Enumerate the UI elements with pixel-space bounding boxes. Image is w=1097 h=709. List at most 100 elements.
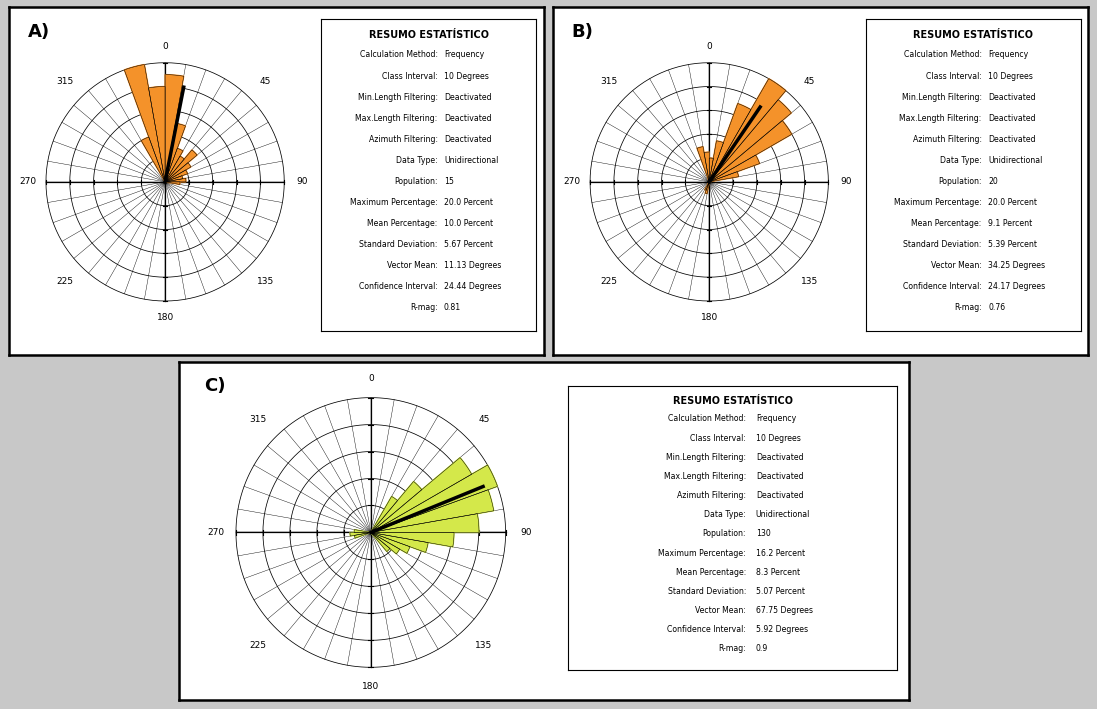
Text: 0: 0 [706, 42, 712, 50]
Polygon shape [148, 86, 166, 182]
Text: Maximum Percentage:: Maximum Percentage: [350, 198, 438, 207]
Text: 34.25 Degrees: 34.25 Degrees [988, 261, 1045, 270]
Text: 20.0 Percent: 20.0 Percent [988, 198, 1037, 207]
Text: 15: 15 [444, 177, 454, 186]
Text: Confidence Interval:: Confidence Interval: [359, 282, 438, 291]
Text: 24.17 Degrees: 24.17 Degrees [988, 282, 1045, 291]
Text: Maximum Percentage:: Maximum Percentage: [658, 549, 746, 557]
Text: 135: 135 [475, 641, 493, 650]
Text: 180: 180 [701, 313, 717, 322]
Polygon shape [166, 74, 183, 182]
Text: Mean Percentage:: Mean Percentage: [676, 568, 746, 577]
Polygon shape [166, 123, 185, 182]
Text: Standard Deviation:: Standard Deviation: [903, 240, 982, 249]
Text: Deactivated: Deactivated [444, 135, 491, 144]
Text: Confidence Interval:: Confidence Interval: [667, 625, 746, 635]
Text: Data Type:: Data Type: [704, 510, 746, 519]
Text: Standard Deviation:: Standard Deviation: [359, 240, 438, 249]
Text: 0.81: 0.81 [444, 303, 461, 313]
Text: Calculation Method:: Calculation Method: [668, 415, 746, 423]
Text: Deactivated: Deactivated [444, 113, 491, 123]
Text: Standard Deviation:: Standard Deviation: [668, 587, 746, 596]
Text: 180: 180 [157, 313, 173, 322]
Text: 10 Degrees: 10 Degrees [444, 72, 489, 81]
Polygon shape [371, 496, 397, 532]
Polygon shape [709, 158, 713, 182]
Text: Data Type:: Data Type: [940, 156, 982, 165]
Polygon shape [709, 155, 759, 182]
Text: 10 Degrees: 10 Degrees [756, 434, 801, 442]
Text: 90: 90 [520, 528, 532, 537]
Polygon shape [354, 532, 371, 538]
Text: Vector Mean:: Vector Mean: [930, 261, 982, 270]
Polygon shape [371, 532, 428, 552]
Text: 135: 135 [257, 277, 274, 286]
Text: 90: 90 [840, 177, 852, 186]
Text: 9.1 Percent: 9.1 Percent [988, 219, 1032, 228]
Text: Max.Length Filtering:: Max.Length Filtering: [664, 472, 746, 481]
Polygon shape [704, 152, 709, 182]
Text: 16.2 Percent: 16.2 Percent [756, 549, 805, 557]
Text: 45: 45 [804, 77, 815, 86]
Text: 24.44 Degrees: 24.44 Degrees [444, 282, 501, 291]
Polygon shape [371, 514, 479, 532]
Text: 0.9: 0.9 [756, 644, 768, 654]
Polygon shape [350, 532, 371, 536]
Text: 45: 45 [478, 415, 489, 424]
Text: Population:: Population: [394, 177, 438, 186]
Text: Deactivated: Deactivated [756, 491, 803, 500]
Text: 180: 180 [362, 681, 380, 691]
Polygon shape [704, 182, 709, 190]
Text: R-mag:: R-mag: [719, 644, 746, 654]
Text: Deactivated: Deactivated [756, 472, 803, 481]
Text: Class Interval:: Class Interval: [382, 72, 438, 81]
Text: B): B) [572, 23, 593, 40]
Text: Frequency: Frequency [756, 415, 796, 423]
Text: Unidirectional: Unidirectional [988, 156, 1042, 165]
Text: 0: 0 [162, 42, 168, 50]
Polygon shape [705, 182, 709, 194]
Text: Deactivated: Deactivated [988, 113, 1036, 123]
Text: 225: 225 [601, 277, 618, 286]
Text: Deactivated: Deactivated [988, 135, 1036, 144]
Polygon shape [371, 457, 472, 532]
Text: Frequency: Frequency [988, 50, 1028, 60]
Polygon shape [709, 100, 791, 182]
Polygon shape [166, 150, 197, 182]
Polygon shape [166, 176, 183, 182]
Text: 11.13 Degrees: 11.13 Degrees [444, 261, 501, 270]
Text: 20.0 Percent: 20.0 Percent [444, 198, 493, 207]
Polygon shape [371, 532, 454, 547]
Text: 225: 225 [57, 277, 73, 286]
Text: C): C) [204, 377, 226, 395]
Polygon shape [166, 148, 183, 182]
Polygon shape [371, 465, 497, 532]
Text: 270: 270 [564, 177, 580, 186]
Polygon shape [371, 481, 421, 532]
Text: Azimuth Filtering:: Azimuth Filtering: [369, 135, 438, 144]
Text: Vector Mean:: Vector Mean: [386, 261, 438, 270]
Text: 45: 45 [260, 77, 271, 86]
Polygon shape [166, 178, 186, 182]
Text: RESUMO ESTATÍSTICO: RESUMO ESTATÍSTICO [369, 30, 489, 40]
Text: RESUMO ESTATÍSTICO: RESUMO ESTATÍSTICO [913, 30, 1033, 40]
Text: Deactivated: Deactivated [988, 93, 1036, 101]
Text: Class Interval:: Class Interval: [926, 72, 982, 81]
Text: Max.Length Filtering:: Max.Length Filtering: [900, 113, 982, 123]
Polygon shape [166, 170, 188, 182]
Text: 5.67 Percent: 5.67 Percent [444, 240, 493, 249]
Polygon shape [166, 182, 180, 184]
Text: 5.92 Degrees: 5.92 Degrees [756, 625, 808, 635]
Text: Min.Length Filtering:: Min.Length Filtering: [902, 93, 982, 101]
Text: 270: 270 [207, 528, 224, 537]
Text: 270: 270 [20, 177, 36, 186]
Text: Data Type:: Data Type: [396, 156, 438, 165]
Polygon shape [709, 104, 751, 182]
Text: 5.07 Percent: 5.07 Percent [756, 587, 805, 596]
Text: 315: 315 [249, 415, 267, 424]
Text: R-mag:: R-mag: [410, 303, 438, 313]
Text: RESUMO ESTATÍSTICO: RESUMO ESTATÍSTICO [672, 396, 793, 406]
Text: Min.Length Filtering:: Min.Length Filtering: [666, 453, 746, 462]
Polygon shape [709, 172, 738, 182]
Text: 8.3 Percent: 8.3 Percent [756, 568, 800, 577]
